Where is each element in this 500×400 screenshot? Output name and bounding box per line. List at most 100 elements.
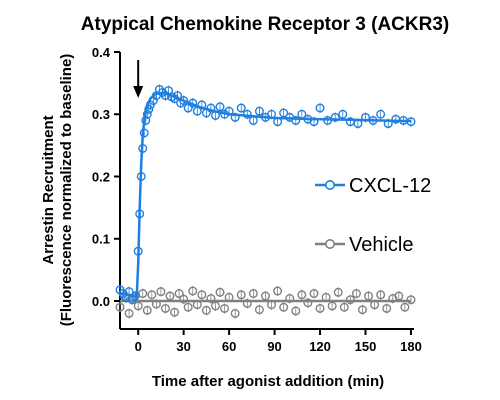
vehicle-point bbox=[364, 291, 374, 301]
vehicle-point bbox=[183, 302, 193, 312]
cxcl-12-point bbox=[406, 117, 416, 127]
cxcl-12-point bbox=[173, 91, 183, 101]
vehicle-point bbox=[156, 287, 166, 297]
vehicle-point bbox=[333, 287, 343, 297]
vehicle-point bbox=[273, 286, 283, 296]
legend-label-vehicle: Vehicle bbox=[349, 234, 414, 256]
vehicle-point bbox=[345, 295, 355, 305]
series-vehicle bbox=[115, 286, 416, 319]
cxcl-12-point bbox=[144, 104, 154, 114]
x-tick-label: 60 bbox=[222, 339, 236, 354]
vehicle-point bbox=[236, 290, 246, 300]
vehicle-point bbox=[382, 303, 392, 313]
y-tick-label: 0.1 bbox=[92, 232, 110, 247]
chart-title: Atypical Chemokine Receptor 3 (ACKR3) bbox=[81, 14, 449, 35]
cxcl-12-point bbox=[248, 115, 258, 125]
vehicle-point bbox=[309, 289, 319, 299]
cxcl-12-point bbox=[297, 109, 307, 119]
vehicle-point bbox=[142, 305, 152, 315]
vehicle-point bbox=[400, 302, 410, 312]
y-tick-label: 0.4 bbox=[92, 45, 111, 60]
vehicle-point bbox=[248, 289, 258, 299]
cxcl-12-point bbox=[215, 102, 225, 112]
cxcl-12-point bbox=[273, 117, 283, 127]
vehicle-point bbox=[215, 287, 225, 297]
x-tick-label: 150 bbox=[355, 339, 377, 354]
vehicle-point bbox=[230, 308, 240, 318]
cxcl-12-point bbox=[330, 112, 340, 122]
cxcl-12-point bbox=[179, 96, 189, 106]
y-axis-label-line2: (Fluorescence normalized to baseline) bbox=[58, 54, 75, 327]
cxcl-12-point bbox=[133, 246, 143, 256]
x-tick-label: 180 bbox=[400, 339, 422, 354]
cxcl-12-point bbox=[197, 100, 207, 110]
y-tick-label: 0.3 bbox=[92, 107, 110, 122]
x-tick-label: 90 bbox=[267, 339, 281, 354]
vehicle-point bbox=[254, 305, 264, 315]
cxcl-12-point bbox=[139, 128, 149, 138]
vehicle-point bbox=[197, 290, 207, 300]
vehicle-point bbox=[165, 291, 175, 301]
vehicle-point bbox=[370, 300, 380, 310]
vehicle-point bbox=[303, 298, 313, 308]
y-tick-label: 0.2 bbox=[92, 169, 110, 184]
y-axis-label-line1: Arrestin Recruitment bbox=[40, 115, 57, 264]
vehicle-point bbox=[201, 305, 211, 315]
cxcl-12-point bbox=[230, 112, 240, 122]
cxcl-12-point bbox=[254, 106, 264, 116]
vehicle-point bbox=[357, 305, 367, 315]
cxcl-12-point bbox=[135, 209, 145, 219]
cxcl-12-point bbox=[361, 112, 371, 122]
legend-label-cxcl-12: CXCL-12 bbox=[349, 175, 431, 197]
vehicle-point bbox=[138, 289, 148, 299]
vehicle-point bbox=[170, 307, 180, 317]
vehicle-point bbox=[406, 295, 416, 305]
cxcl-12-point bbox=[141, 115, 151, 125]
vehicle-point bbox=[151, 299, 161, 309]
cxcl-12-point bbox=[376, 109, 386, 119]
vehicle-point bbox=[220, 303, 230, 313]
vehicle-point bbox=[279, 302, 289, 312]
vehicle-point bbox=[297, 290, 307, 300]
cxcl-12-point bbox=[309, 117, 319, 127]
cxcl-12-point bbox=[138, 143, 148, 153]
cxcl-12-point bbox=[291, 115, 301, 125]
cxcl-12-point bbox=[130, 291, 140, 301]
x-tick-label: 120 bbox=[309, 339, 331, 354]
vehicle-point bbox=[224, 292, 234, 302]
cxcl-12-point bbox=[192, 106, 202, 116]
vehicle-point bbox=[285, 293, 295, 303]
cxcl-12-point bbox=[188, 98, 198, 108]
legend: CXCL-12 Vehicle bbox=[315, 175, 431, 256]
cxcl-12-point bbox=[279, 108, 289, 118]
cxcl-12-point bbox=[353, 119, 363, 129]
cxcl-12-point bbox=[201, 108, 211, 118]
cxcl-12-point bbox=[210, 110, 220, 120]
vehicle-point bbox=[267, 300, 277, 310]
cxcl-12-point bbox=[315, 103, 325, 113]
vehicle-point bbox=[206, 293, 216, 303]
vehicle-point bbox=[321, 292, 331, 302]
vehicle-point bbox=[327, 301, 337, 311]
vehicle-point bbox=[260, 291, 270, 301]
vehicle-point bbox=[115, 302, 125, 312]
series-cxcl-12 bbox=[115, 84, 416, 305]
vehicle-point bbox=[210, 301, 220, 311]
cxcl-12-point bbox=[136, 171, 146, 181]
vehicle-point bbox=[376, 290, 386, 300]
vehicle-point bbox=[242, 298, 252, 308]
vehicle-point bbox=[124, 308, 134, 318]
vehicle-point bbox=[188, 286, 198, 296]
cxcl-12-point bbox=[323, 115, 333, 125]
cxcl-12-point bbox=[183, 103, 193, 113]
legend-marker-vehicle bbox=[324, 239, 335, 250]
cxcl-12-point bbox=[368, 115, 378, 125]
cxcl-12-point bbox=[206, 103, 216, 113]
cxcl-12-point bbox=[267, 109, 277, 119]
vehicle-point bbox=[174, 289, 184, 299]
vehicle-point bbox=[160, 303, 170, 313]
axis-ticks: 0.0 0.1 0.2 0.3 0.4 0 30 60 90 120 150 180 bbox=[92, 45, 422, 354]
arrow-head bbox=[133, 86, 144, 98]
vehicle-point bbox=[291, 306, 301, 316]
